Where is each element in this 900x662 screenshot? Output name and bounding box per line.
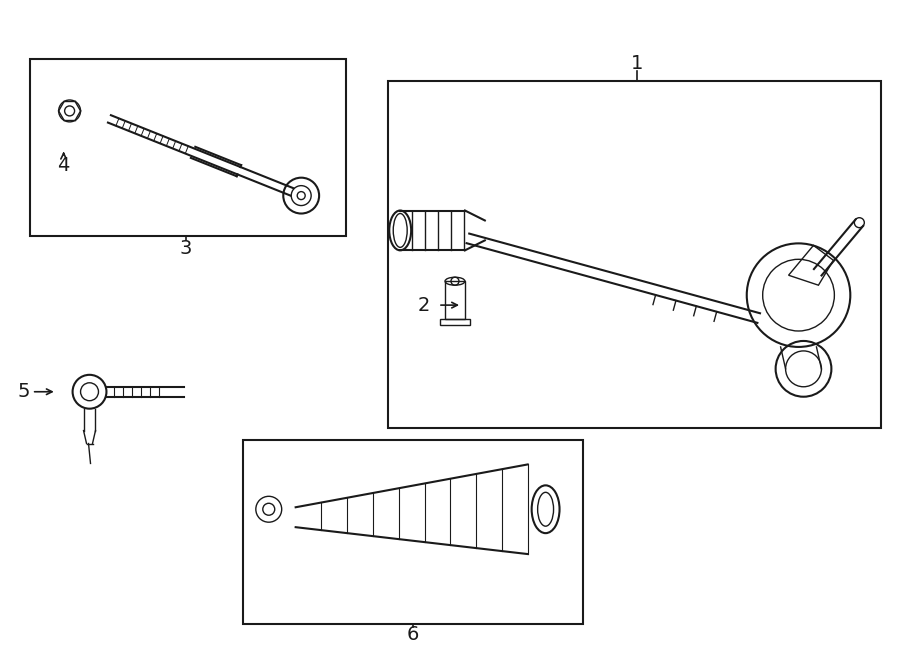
Text: 5: 5 bbox=[17, 382, 30, 401]
Bar bbox=[445, 281, 465, 319]
Text: 1: 1 bbox=[631, 54, 644, 73]
Bar bbox=[243, 440, 583, 624]
Bar bbox=[388, 81, 881, 428]
Bar bbox=[30, 59, 346, 236]
Bar bbox=[440, 319, 470, 325]
Text: 4: 4 bbox=[58, 156, 70, 175]
Text: 6: 6 bbox=[407, 625, 419, 644]
Text: 2: 2 bbox=[418, 296, 430, 314]
Text: 3: 3 bbox=[180, 239, 193, 258]
